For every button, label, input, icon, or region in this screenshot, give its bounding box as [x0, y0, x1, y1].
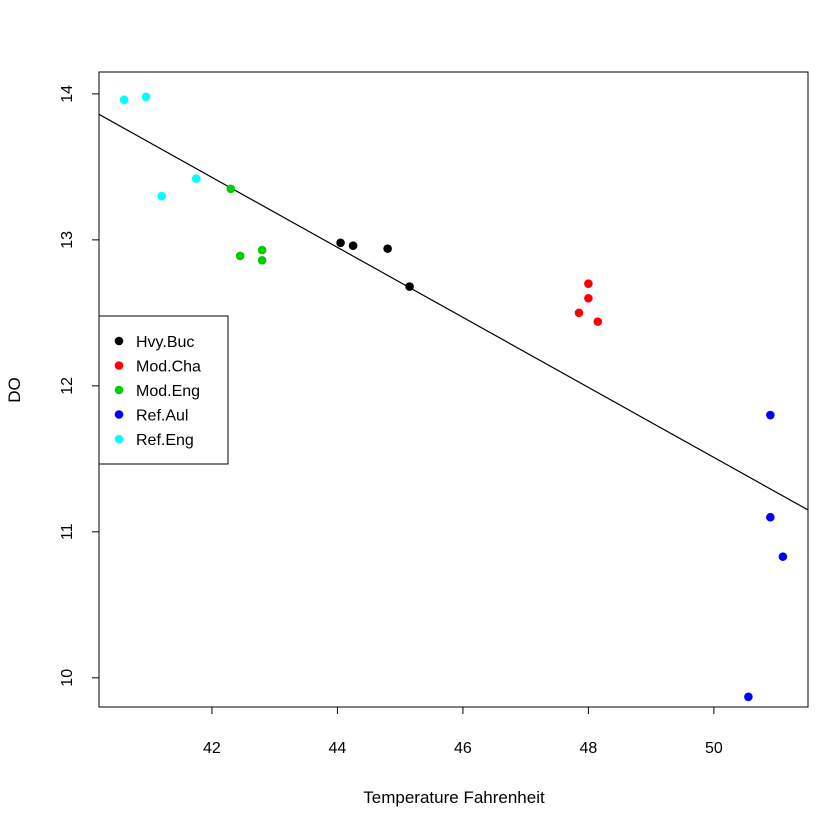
data-point-ref-eng-3: [191, 174, 201, 183]
data-point-mod-cha-3: [574, 308, 584, 318]
y-tick-label-12: 12: [59, 377, 76, 395]
legend-label-ref-aul: Ref.Aul: [136, 408, 188, 425]
legend-marker-mod-cha: [114, 361, 124, 370]
x-axis: 42 44 46 48 50: [203, 706, 723, 757]
regression-line: [98, 113, 809, 511]
legend-label-ref-eng: Ref.Eng: [136, 432, 194, 449]
data-point-hvy-buc-1: [336, 238, 345, 248]
y-tick-label-14: 14: [59, 85, 76, 103]
legend: Hvy.Buc Mod.Cha Mod.Eng Ref.Aul Ref.Eng: [98, 315, 229, 465]
x-tick-label-50: 50: [705, 740, 723, 757]
regression-line-layer: [98, 113, 809, 511]
data-point-mod-cha-2: [584, 293, 593, 303]
x-tick-label-44: 44: [329, 740, 347, 757]
data-points-layer: [119, 92, 788, 702]
legend-marker-hvy-buc: [114, 336, 124, 346]
legend-label-hvy-buc: Hvy.Buc: [136, 334, 194, 351]
legend-marker-ref-eng: [114, 434, 124, 444]
data-point-mod-cha-4: [593, 317, 603, 326]
data-point-ref-eng-2: [141, 92, 151, 102]
legend-label-mod-eng: Mod.Eng: [136, 383, 200, 400]
legend-marker-mod-eng: [114, 385, 124, 395]
data-point-mod-cha-1: [584, 279, 593, 288]
data-point-mod-eng-3: [235, 251, 245, 261]
x-tick-label-42: 42: [203, 740, 221, 757]
y-tick-label-13: 13: [59, 231, 76, 249]
x-axis-title: Temperature Fahrenheit: [363, 788, 545, 807]
data-point-ref-aul-4: [744, 692, 753, 702]
data-point-hvy-buc-3: [383, 244, 392, 253]
data-point-ref-aul-2: [766, 512, 775, 522]
y-tick-label-11: 11: [59, 523, 76, 540]
x-tick-label-48: 48: [579, 740, 597, 757]
x-tick-label-46: 46: [454, 740, 472, 757]
data-point-ref-eng-1: [119, 95, 129, 105]
y-tick-label-10: 10: [59, 669, 76, 687]
data-point-mod-eng-2: [257, 245, 267, 255]
data-point-ref-aul-1: [766, 410, 775, 420]
legend-marker-ref-aul: [114, 410, 124, 419]
data-point-hvy-buc-4: [405, 282, 414, 291]
legend-label-mod-cha: Mod.Cha: [136, 359, 201, 376]
y-axis-title: DO: [5, 377, 24, 403]
data-point-mod-eng-4: [257, 256, 267, 265]
data-point-mod-eng-1: [226, 184, 236, 194]
data-point-ref-eng-4: [157, 191, 167, 201]
data-point-ref-aul-3: [778, 552, 788, 561]
data-point-hvy-buc-2: [348, 241, 358, 251]
y-axis: 10 11 12 13 14: [59, 85, 100, 687]
